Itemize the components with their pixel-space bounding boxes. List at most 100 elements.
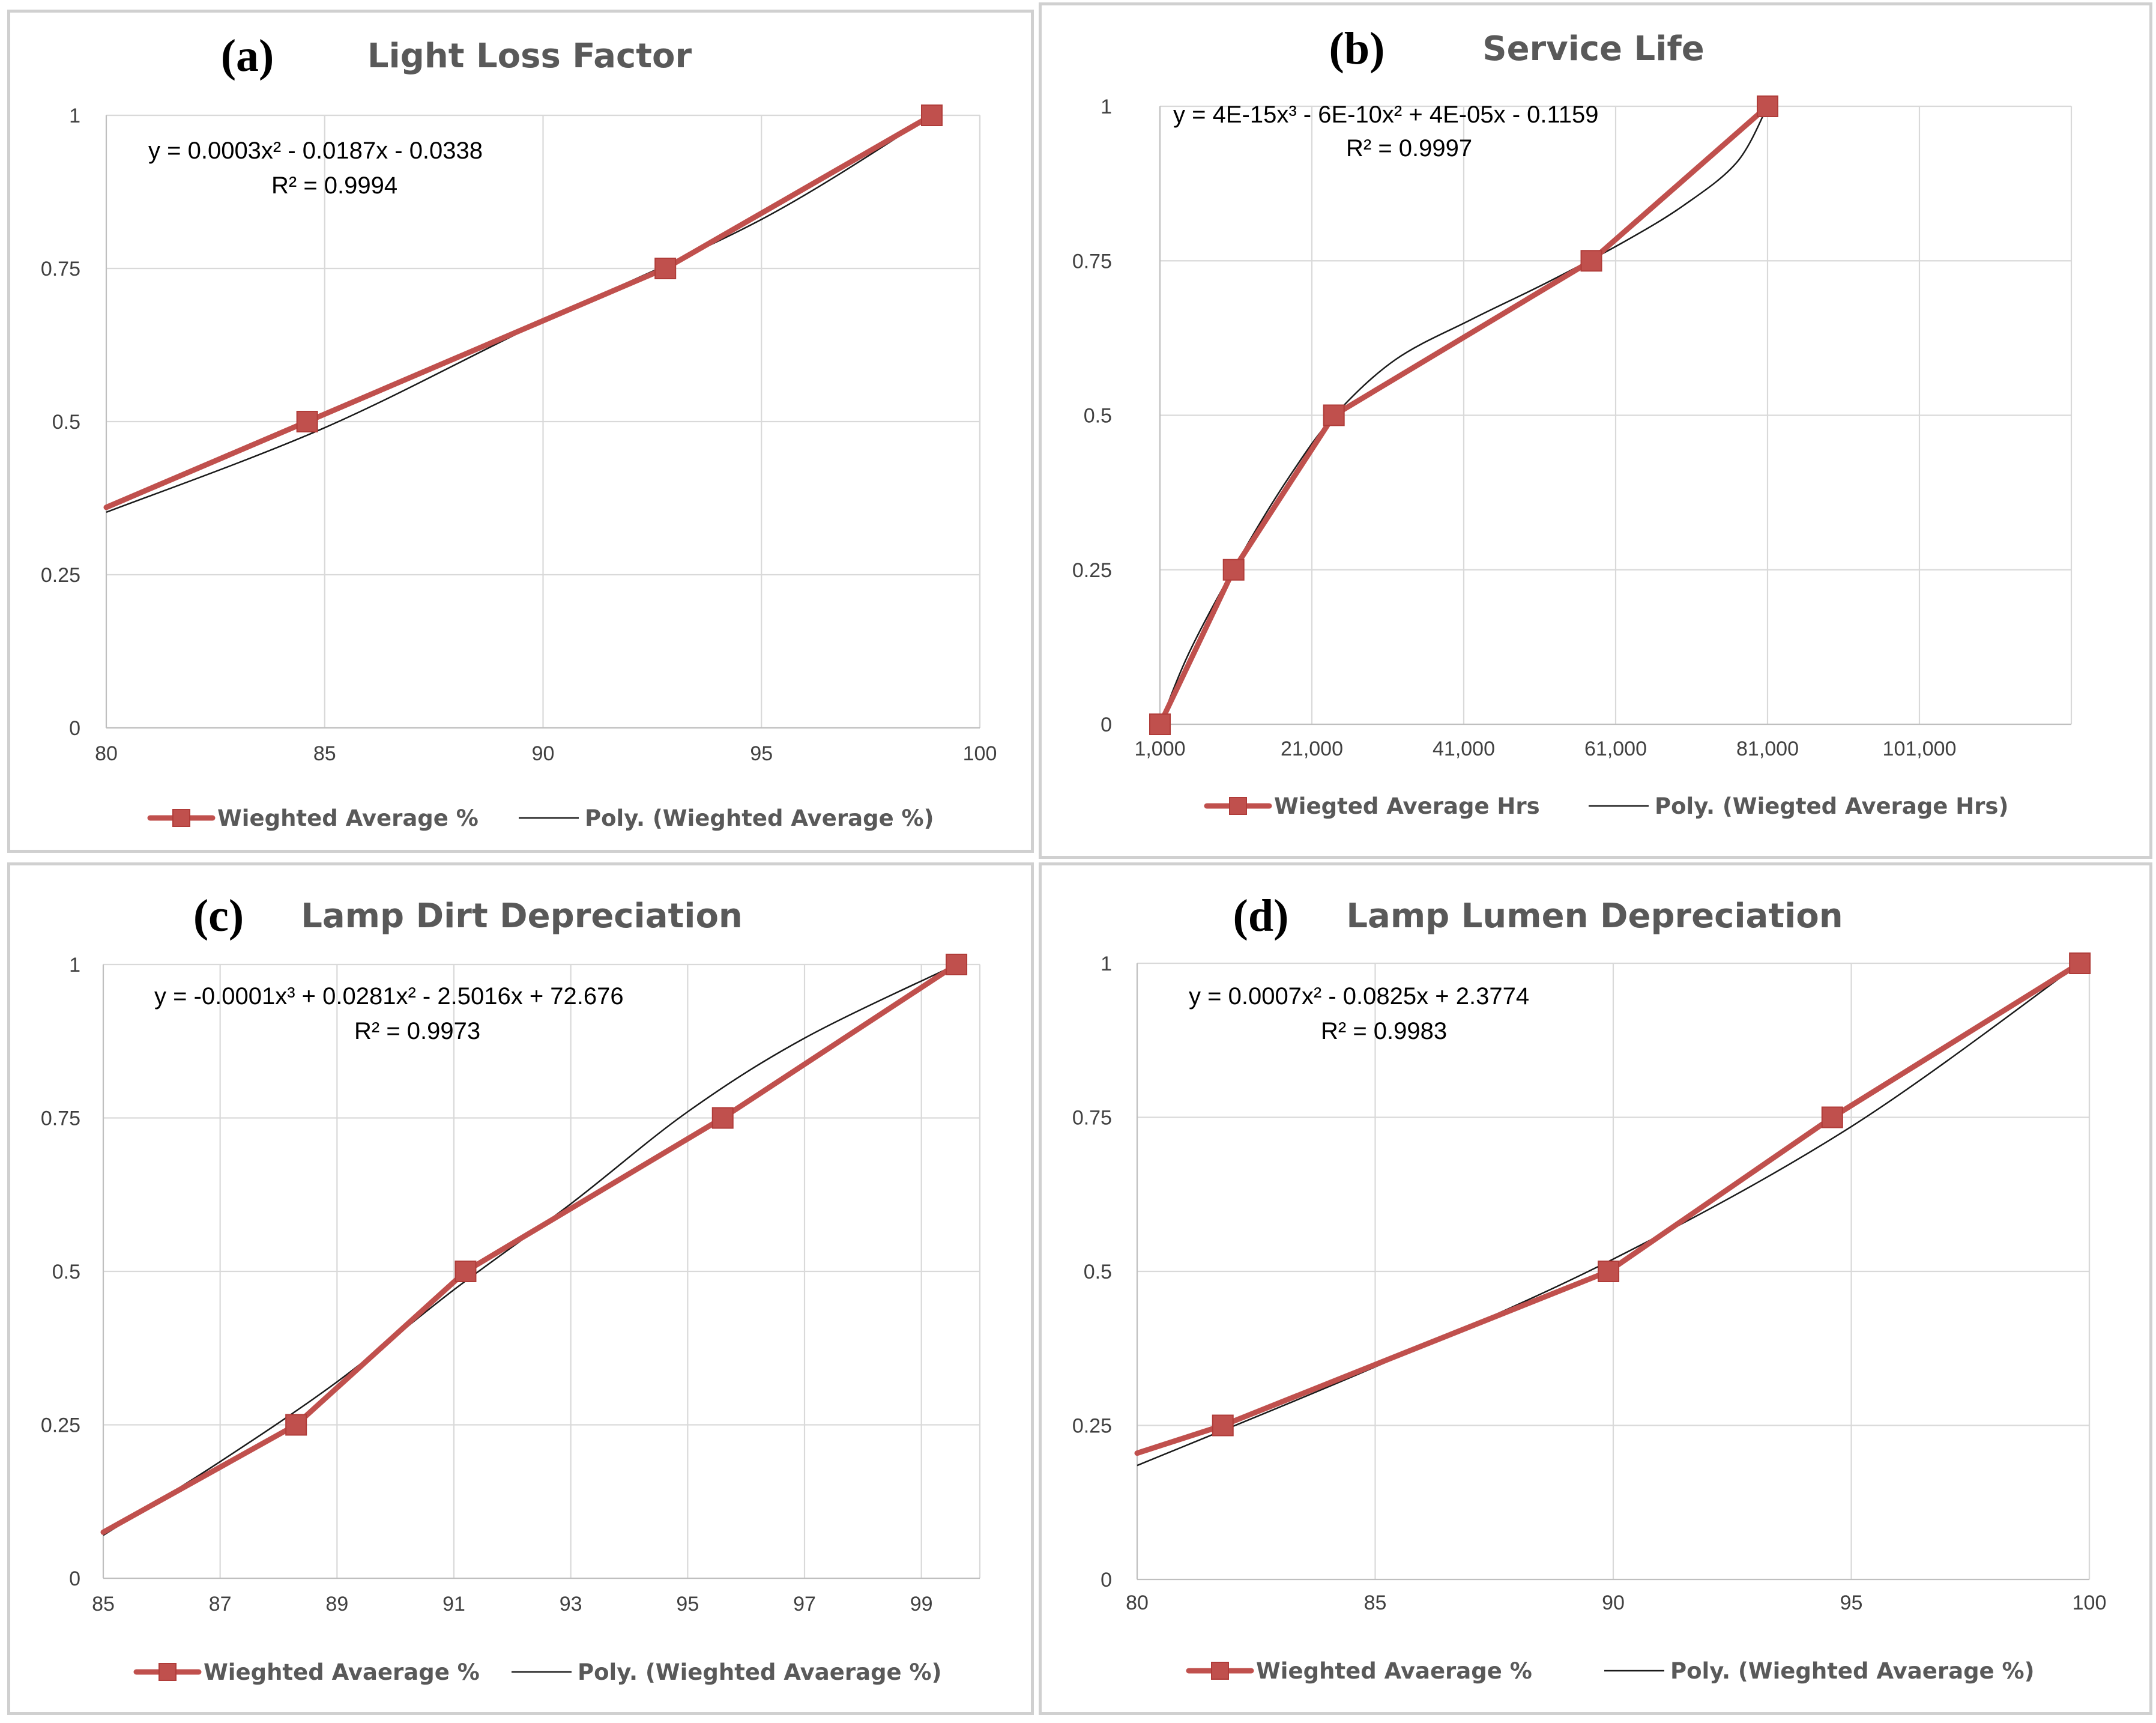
- x-tick-label: 99: [910, 1593, 933, 1616]
- panel-label: (c): [193, 891, 244, 941]
- chart-panel-d: 0 0.25 0.5 0.75 1 80 85 90 95 100 Lamp Lumen Depre…: [1039, 862, 2152, 1715]
- chart-title: Lamp Dirt Depreciation: [301, 897, 743, 936]
- chart-svg-a: 0 0.25 0.5 0.75 1 80 85 90 95 100 Light Loss Facto…: [41, 31, 997, 831]
- chart-panel-b: 0 0.25 0.5 0.75 1 1,000 21,000 41,000 61,000 81,0…: [1039, 2, 2152, 859]
- panel-label: (a): [221, 31, 274, 81]
- legend-series-marker: [159, 1663, 177, 1681]
- trendline-equation: y = -0.0001x³ + 0.0281x² - 2.5016x + 72.…: [154, 983, 624, 1010]
- chart-title: Light Loss Factor: [367, 37, 692, 76]
- x-tick-label: 85: [313, 742, 336, 765]
- y-tick-label: 0.75: [41, 1107, 80, 1130]
- y-tick-label: 0: [1101, 713, 1112, 736]
- y-tick-label: 0.5: [52, 1261, 80, 1283]
- legend: Wieghted Avaerage % Poly. (Wieghted Avaer…: [133, 1659, 942, 1685]
- panel-label: (d): [1233, 891, 1289, 941]
- data-point-marker: [1323, 404, 1345, 426]
- legend-trendline-label: Poly. (Wieghted Avaerage %): [1670, 1658, 2035, 1684]
- y-tick-label: 0.25: [1072, 559, 1112, 582]
- legend-trendline-label: Poly. (Wieghted Average %): [585, 805, 934, 831]
- data-point-marker: [296, 411, 318, 432]
- y-tick-label: 0.5: [52, 411, 80, 434]
- y-tick-label: 0: [69, 1567, 80, 1590]
- data-point-marker: [1580, 250, 1602, 272]
- y-tick-label: 0.5: [1084, 405, 1112, 428]
- data-point-marker: [920, 104, 943, 126]
- chart-svg-c: 0 0.25 0.5 0.75 1 85 87 89 91 93 95 97 99 Lamp Dirt D…: [41, 891, 981, 1685]
- x-tick-label: 100: [2073, 1591, 2107, 1614]
- legend: Wieghted Average % Poly. (Wieghted Averag…: [147, 805, 934, 831]
- x-tick-label: 80: [95, 742, 118, 765]
- chart-svg-b: 0 0.25 0.5 0.75 1 1,000 21,000 41,000 61,000 81,0…: [1072, 23, 2073, 819]
- y-tick-label: 0.25: [41, 1414, 80, 1437]
- x-tick-label: 81,000: [1736, 737, 1799, 760]
- legend-series-marker: [1229, 797, 1247, 815]
- x-tick-label: 1,000: [1134, 737, 1185, 760]
- x-tick-label: 89: [325, 1593, 348, 1616]
- gridlines: [106, 114, 981, 728]
- x-tick-label: 85: [92, 1593, 115, 1616]
- data-point-marker: [711, 1107, 734, 1129]
- x-tick-label: 41,000: [1433, 737, 1495, 760]
- y-tick-label: 0.5: [1084, 1261, 1112, 1283]
- chart-panel-a: 0 0.25 0.5 0.75 1 80 85 90 95 100 Light Loss Facto…: [7, 10, 1034, 853]
- legend-series-label: Wiegted Average Hrs: [1274, 793, 1540, 819]
- chart-title: Lamp Lumen Depreciation: [1346, 897, 1843, 936]
- y-tick-label: 1: [69, 954, 80, 977]
- x-tick-label: 101,000: [1883, 737, 1957, 760]
- series-line-weighted-average: [100, 961, 959, 1535]
- x-tick-label: 91: [442, 1593, 465, 1616]
- x-tick-label: 95: [1840, 1591, 1863, 1614]
- y-tick-label: 0.75: [1072, 1107, 1112, 1130]
- panel-label: (b): [1329, 23, 1385, 74]
- data-point-marker: [454, 1261, 477, 1282]
- trendline-r-squared: R² = 0.9983: [1321, 1018, 1447, 1044]
- x-tick-label: 61,000: [1584, 737, 1647, 760]
- data-point-marker: [2069, 952, 2091, 974]
- y-tick-label: 0: [1101, 1569, 1112, 1591]
- y-tick-label: 0.75: [41, 258, 80, 280]
- legend-series-marker: [1211, 1662, 1229, 1680]
- y-tick-label: 0.25: [41, 564, 80, 587]
- y-tick-label: 1: [69, 104, 80, 127]
- gridlines: [1137, 962, 2091, 1579]
- x-tick-label: 95: [750, 742, 773, 765]
- x-tick-label: 97: [793, 1593, 816, 1616]
- data-point-marker: [285, 1414, 307, 1436]
- data-point-marker: [1821, 1106, 1843, 1128]
- gridlines: [103, 963, 981, 1578]
- x-tick-label: 93: [560, 1593, 582, 1616]
- legend-series-label: Wieghted Average %: [217, 805, 479, 831]
- legend-trendline-label: Poly. (Wieghted Avaerage %): [578, 1659, 942, 1685]
- trendline-equation: y = 0.0003x² - 0.0187x - 0.0338: [148, 138, 483, 164]
- x-tick-label: 21,000: [1281, 737, 1343, 760]
- y-tick-label: 1: [1101, 952, 1112, 975]
- x-tick-label: 90: [1602, 1591, 1625, 1614]
- trendline-r-squared: R² = 0.9994: [271, 172, 397, 199]
- x-tick-label: 87: [209, 1593, 232, 1616]
- data-point-marker: [654, 258, 677, 279]
- legend-series-label: Wieghted Avaerage %: [204, 1659, 480, 1685]
- series-line-weighted-average: [103, 112, 935, 510]
- gridlines: [1160, 105, 2073, 724]
- chart-svg-d: 0 0.25 0.5 0.75 1 80 85 90 95 100 Lamp Lumen Depre…: [1072, 891, 2107, 1684]
- data-point-marker: [1149, 713, 1171, 735]
- y-tick-label: 1: [1101, 95, 1112, 118]
- data-point-marker: [946, 954, 968, 975]
- trendline-equation: y = 4E-15x³ - 6E-10x² + 4E-05x - 0.1159: [1173, 101, 1599, 128]
- x-tick-label: 90: [532, 742, 555, 765]
- trendline-r-squared: R² = 0.9973: [354, 1018, 480, 1044]
- legend: Wiegted Average Hrs Poly. (Wiegted Averag…: [1204, 793, 2008, 819]
- trendline-equation: y = 0.0007x² - 0.0825x + 2.3774: [1189, 983, 1529, 1010]
- x-tick-label: 95: [676, 1593, 699, 1616]
- legend-series-marker: [172, 809, 190, 827]
- y-tick-label: 0.25: [1072, 1415, 1112, 1438]
- data-point-marker: [1212, 1414, 1234, 1437]
- data-point-marker: [1222, 559, 1245, 581]
- legend: Wieghted Avaerage % Poly. (Wieghted Avaer…: [1186, 1658, 2035, 1684]
- trendline-r-squared: R² = 0.9997: [1346, 135, 1472, 162]
- data-point-marker: [1598, 1261, 1620, 1282]
- legend-series-label: Wieghted Avaerage %: [1256, 1658, 1532, 1684]
- x-tick-label: 85: [1364, 1591, 1387, 1614]
- chart-panel-c: 0 0.25 0.5 0.75 1 85 87 89 91 93 95 97 99 Lamp Dirt D…: [7, 862, 1034, 1715]
